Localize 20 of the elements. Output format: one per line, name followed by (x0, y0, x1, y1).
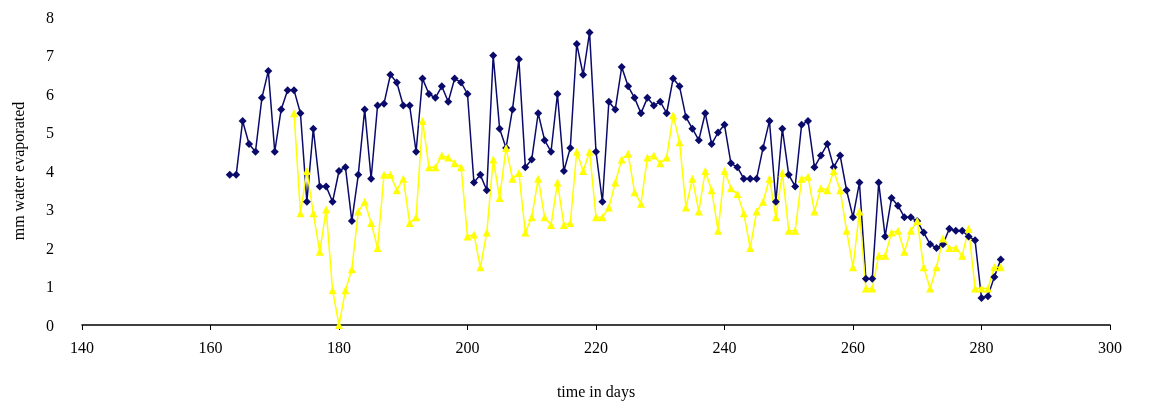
y-tick-label: 5 (46, 124, 54, 141)
y-tick-label: 3 (46, 201, 54, 218)
x-tick-label: 220 (584, 338, 608, 356)
x-tick-label: 160 (198, 338, 223, 356)
y-tick-label: 8 (46, 8, 54, 26)
x-tick-label: 180 (327, 338, 351, 356)
y-tick-label: 0 (46, 316, 54, 334)
x-tick-label: 300 (1098, 338, 1122, 356)
x-tick-label: 280 (969, 338, 994, 356)
y-tick-label: 2 (46, 239, 54, 257)
y-axis-title: mm water evaporated (9, 101, 28, 241)
x-tick-label: 140 (70, 338, 94, 356)
x-tick-label: 260 (841, 338, 865, 356)
y-tick-label: 1 (46, 278, 54, 295)
y-tick-label: 6 (46, 85, 54, 103)
x-tick-label: 200 (455, 338, 480, 356)
y-tick-label: 7 (46, 47, 54, 64)
x-tick-label: 240 (712, 338, 737, 356)
y-tick-label: 4 (46, 162, 54, 180)
x-axis-title: time in days (556, 382, 636, 401)
